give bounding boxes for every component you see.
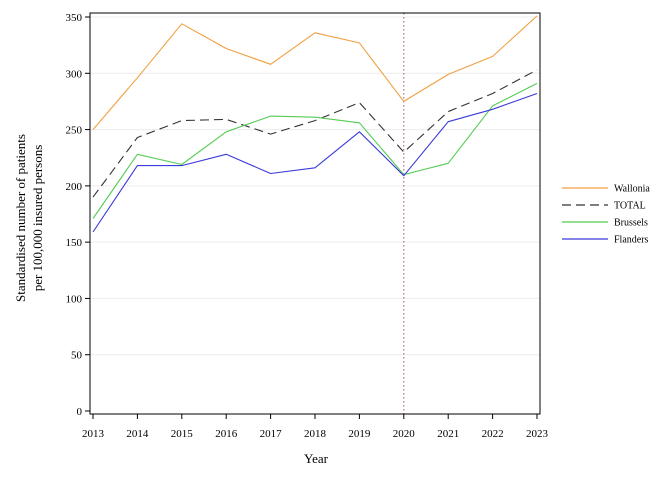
y-tick-label-0: 0 [77,406,83,418]
x-axis: 2013 2014 2015 2016 2017 2018 2019 2020 2021 2022… [82,414,549,440]
y-tick-label-350: 350 [66,12,83,24]
x-tick-label-2015: 2015 [171,428,194,440]
x-tick-label-2022: 2022 [482,428,504,440]
x-tick-label-2019: 2019 [348,428,371,440]
y-axis-title-line-2: per 100,000 insured persons [30,145,45,292]
x-tick-label-2017: 2017 [260,428,283,440]
y-axis-title-line-1: Standardised number of patients [13,134,28,302]
y-tick-label-300: 300 [66,68,83,80]
series-line-wallonia [92,15,538,130]
series-line-flanders [92,92,538,233]
legend-label-brussels: Brussels [614,218,648,229]
y-axis: 0 50 100 150 200 250 300 350 [66,12,90,418]
series-line-total [92,69,538,198]
x-tick-label-2023: 2023 [526,428,549,440]
x-tick-label-2013: 2013 [82,428,105,440]
y-tick-label-200: 200 [66,181,83,193]
series-line-brussels [92,82,538,219]
legend: Wallonia TOTAL Brussels Flanders [562,184,650,246]
legend-label-wallonia: Wallonia [614,184,650,195]
legend-label-total: TOTAL [614,201,646,212]
x-tick-label-2021: 2021 [437,428,459,440]
x-tick-label-2018: 2018 [304,428,327,440]
y-tick-label-150: 150 [66,237,83,249]
x-axis-title: Year [304,451,329,466]
y-tick-label-50: 50 [71,350,83,362]
gridlines [90,16,540,356]
y-tick-label-250: 250 [66,125,83,137]
x-tick-label-2020: 2020 [393,428,416,440]
y-tick-label-100: 100 [66,293,83,305]
x-tick-label-2016: 2016 [215,428,238,440]
legend-label-flanders: Flanders [614,235,649,246]
x-tick-label-2014: 2014 [126,428,149,440]
series-layer [92,15,538,233]
